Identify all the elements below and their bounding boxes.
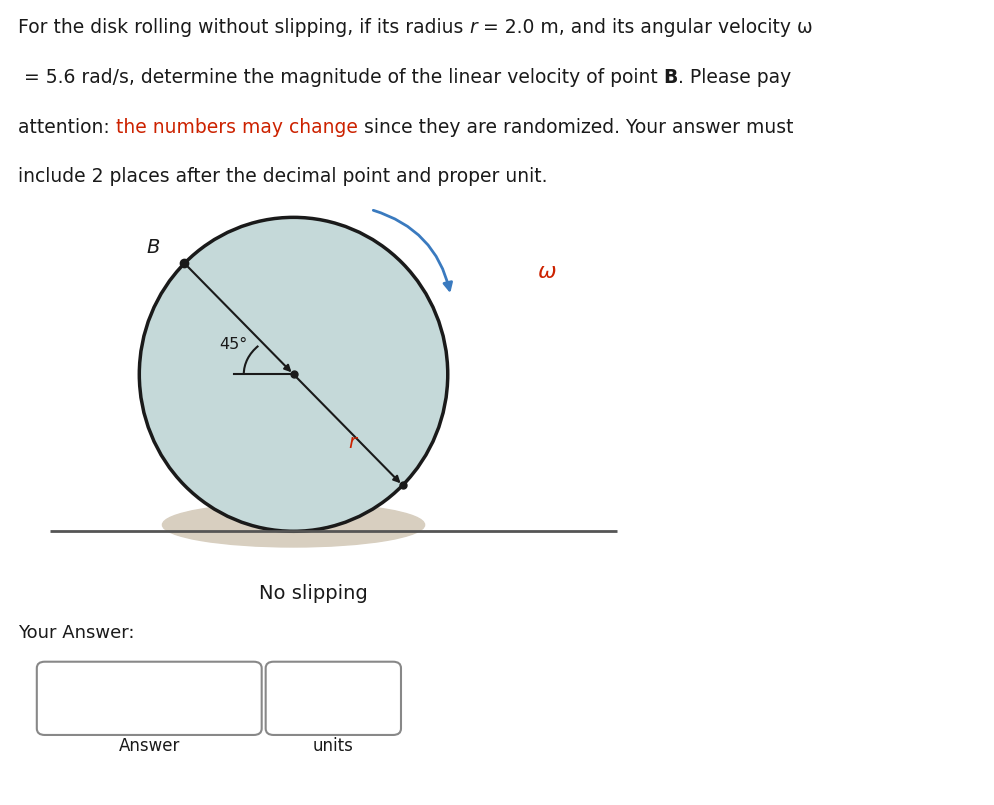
Ellipse shape [162,502,424,547]
Text: 45°: 45° [219,336,247,352]
Text: No slipping: No slipping [258,584,368,603]
Text: B: B [146,238,159,257]
Text: Answer: Answer [118,737,180,754]
Text: r: r [469,18,476,37]
Text: Your Answer:: Your Answer: [18,624,134,642]
Text: the numbers may change: the numbers may change [115,118,357,137]
Text: attention:: attention: [18,118,115,137]
Ellipse shape [139,217,447,531]
Text: include 2 places after the decimal point and proper unit.: include 2 places after the decimal point… [18,167,547,187]
Text: B: B [663,68,677,87]
Text: For the disk rolling without slipping, if its radius: For the disk rolling without slipping, i… [18,18,469,37]
Text: units: units [312,737,354,754]
Text: r: r [348,433,356,452]
Text: = 5.6 rad/s, determine the magnitude of the linear velocity of point: = 5.6 rad/s, determine the magnitude of … [18,68,663,87]
Text: = 2.0 m, and its angular velocity ω: = 2.0 m, and its angular velocity ω [476,18,812,37]
FancyBboxPatch shape [37,662,261,735]
FancyBboxPatch shape [265,662,401,735]
Text: . Please pay: . Please pay [677,68,790,87]
Text: ω: ω [537,262,556,283]
Text: since they are randomized. Your answer must: since they are randomized. Your answer m… [357,118,792,137]
